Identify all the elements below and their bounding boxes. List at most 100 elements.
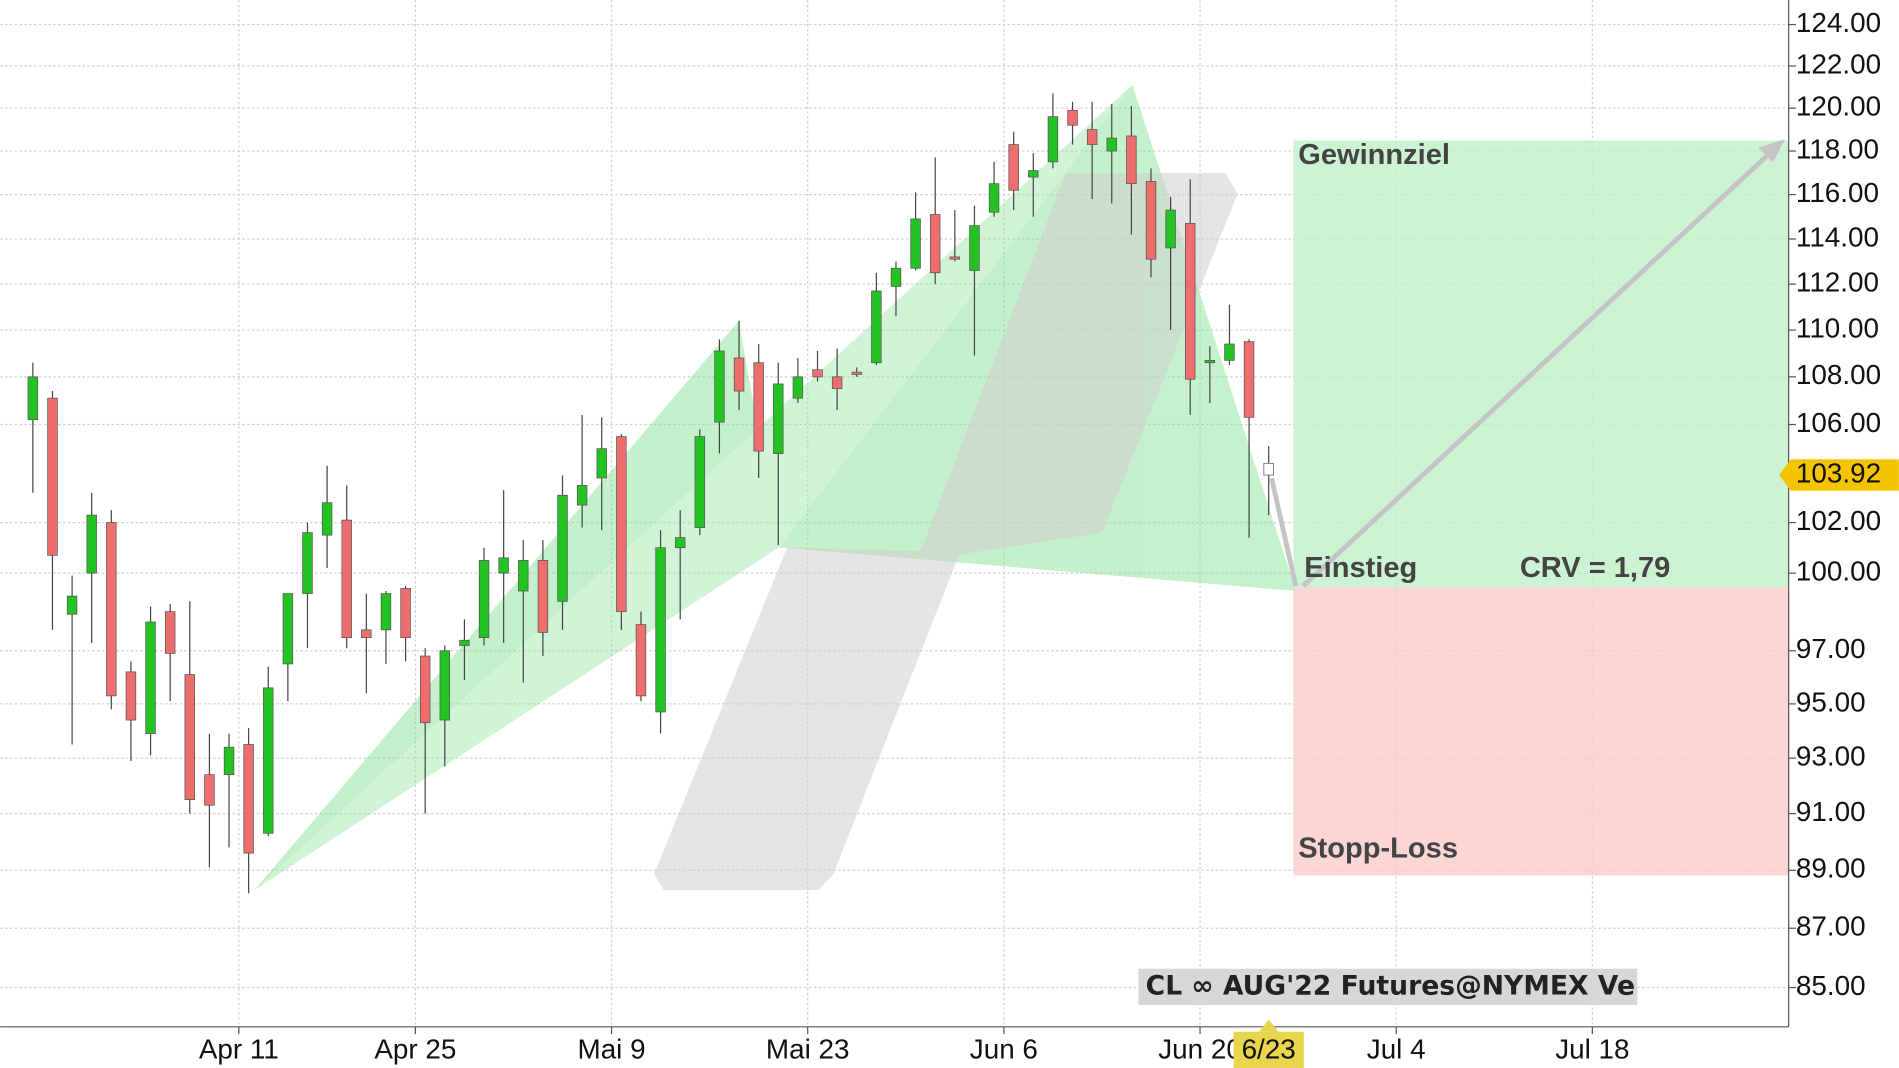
candle-body bbox=[812, 369, 823, 378]
candle-body bbox=[380, 593, 392, 631]
y-tick-label: 120.00 bbox=[1796, 91, 1881, 122]
candle-body bbox=[1067, 109, 1078, 126]
candle-body bbox=[459, 639, 470, 646]
candle-body bbox=[282, 593, 294, 665]
candle-body bbox=[1224, 343, 1235, 361]
candle-body bbox=[969, 225, 980, 271]
y-tick-label: 106.00 bbox=[1796, 407, 1881, 438]
y-tick-label: 102.00 bbox=[1796, 505, 1881, 536]
candle-body bbox=[831, 376, 843, 390]
candle-body bbox=[1047, 116, 1059, 163]
candle-body bbox=[86, 514, 97, 574]
candle-body bbox=[361, 629, 372, 639]
y-tick-label: 100.00 bbox=[1796, 555, 1881, 586]
y-tick-label: 118.00 bbox=[1796, 133, 1879, 164]
y-tick-label: 122.00 bbox=[1796, 48, 1881, 79]
candle-body bbox=[576, 485, 588, 506]
y-tick-label: 91.00 bbox=[1796, 796, 1866, 827]
candle-body bbox=[204, 774, 215, 806]
candle-body bbox=[125, 671, 137, 721]
candle-body bbox=[1165, 209, 1176, 249]
axes: 124.00 122.00 120.00 118.00 116.00 114.00 112.… bbox=[199, 7, 1899, 1068]
y-tick-label: 108.00 bbox=[1796, 359, 1881, 390]
candle-body bbox=[851, 371, 862, 375]
candle-body bbox=[419, 655, 431, 724]
pattern-triangle bbox=[254, 320, 779, 890]
x-tick-label: Jul 4 bbox=[1367, 1033, 1426, 1064]
candles bbox=[27, 93, 1274, 894]
y-tick-label: 114.00 bbox=[1796, 221, 1879, 252]
candle-body bbox=[753, 362, 764, 452]
arrow-head bbox=[1758, 139, 1786, 163]
annotation: Gewinnziel bbox=[1298, 139, 1450, 171]
candle-body bbox=[223, 746, 235, 776]
x-tick-label: Jul 18 bbox=[1555, 1033, 1629, 1064]
y-tick-label: 124.00 bbox=[1796, 7, 1881, 38]
candle-body bbox=[1204, 360, 1216, 364]
stop-zone bbox=[1293, 587, 1789, 876]
candle-body bbox=[263, 687, 274, 834]
candle-body bbox=[930, 214, 941, 274]
watermark-logo bbox=[654, 173, 1238, 890]
y-tick-label: 116.00 bbox=[1796, 177, 1879, 208]
symbol-box bbox=[1138, 968, 1638, 1006]
candle-body bbox=[674, 537, 686, 549]
annotation: Einstieg bbox=[1304, 552, 1417, 584]
candle-body bbox=[714, 350, 725, 423]
candle-body bbox=[321, 502, 333, 536]
candle-body bbox=[518, 560, 529, 592]
annotation: CRV = 1,79 bbox=[1520, 552, 1670, 584]
candle-body bbox=[773, 383, 784, 454]
candle-body bbox=[557, 494, 568, 602]
candle-body bbox=[1028, 170, 1039, 178]
arrow-line bbox=[1301, 150, 1773, 588]
candle-body bbox=[1106, 137, 1117, 152]
candle-body bbox=[66, 595, 78, 615]
x-tick-label: Jun 6 bbox=[970, 1033, 1038, 1064]
candle-body bbox=[47, 397, 58, 556]
candle-body bbox=[1243, 341, 1255, 418]
chart-title: CL ∞ AUG'22 Futures@NYMEX Ve bbox=[1146, 970, 1635, 1001]
candle-body bbox=[1185, 223, 1196, 380]
candle-body bbox=[106, 522, 117, 697]
candle-body bbox=[341, 519, 352, 639]
y-tick-label: 97.00 bbox=[1796, 633, 1866, 664]
x-tick-label: Mai 23 bbox=[766, 1033, 850, 1064]
candle-body bbox=[478, 560, 490, 639]
candle-body bbox=[164, 611, 176, 654]
y-tick-label: 85.00 bbox=[1796, 970, 1866, 1001]
candle-body bbox=[733, 357, 745, 392]
y-tick-label: 93.00 bbox=[1796, 741, 1866, 772]
candle-body bbox=[439, 650, 451, 721]
candle-body bbox=[890, 267, 902, 287]
candle-body bbox=[792, 376, 804, 399]
arrow-line bbox=[1269, 477, 1299, 587]
candle-body bbox=[1263, 462, 1274, 476]
candle-body bbox=[988, 183, 1000, 213]
candle-body bbox=[537, 560, 549, 633]
candle-body bbox=[302, 532, 313, 594]
price-tag-label: 103.92 bbox=[1796, 457, 1881, 488]
x-tick-label: Apr 11 bbox=[199, 1033, 279, 1064]
candle-body bbox=[655, 547, 666, 713]
x-tick-label: Apr 25 bbox=[374, 1033, 456, 1064]
cursor-marker bbox=[1259, 1019, 1279, 1032]
candle-body bbox=[910, 218, 921, 269]
candle-body bbox=[400, 588, 411, 639]
candle-body bbox=[27, 376, 39, 421]
annotation: Stopp-Loss bbox=[1298, 833, 1458, 865]
candle-body bbox=[498, 557, 509, 574]
y-tick-label: 87.00 bbox=[1796, 911, 1866, 942]
candle-body bbox=[871, 290, 882, 364]
candle-body bbox=[1086, 129, 1098, 145]
candle-body bbox=[694, 436, 706, 528]
x-tick-label: Mai 9 bbox=[577, 1033, 645, 1064]
candle-body bbox=[184, 674, 195, 800]
y-tick-label: 95.00 bbox=[1796, 686, 1866, 717]
candle-body bbox=[243, 744, 254, 854]
candle-body bbox=[1008, 144, 1019, 191]
candle-body bbox=[949, 256, 961, 260]
y-tick-label: 112.00 bbox=[1796, 266, 1879, 297]
candle-body bbox=[635, 624, 647, 697]
